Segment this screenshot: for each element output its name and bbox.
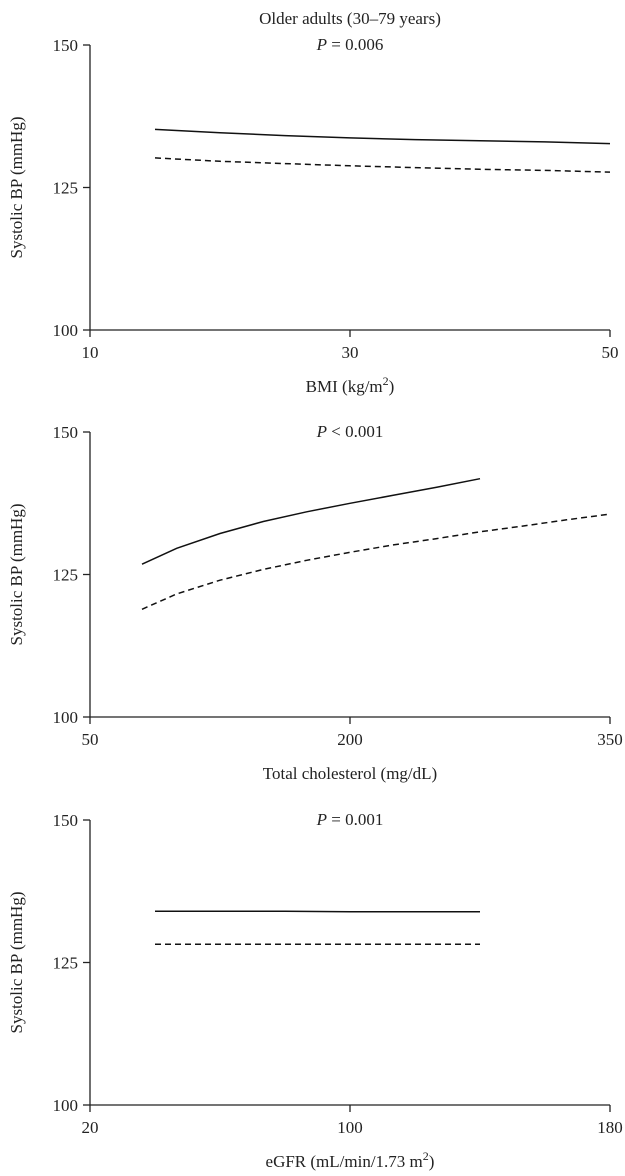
x-axis-label: Total cholesterol (mg/dL) [263, 764, 437, 783]
x-tick-label: 180 [597, 1118, 623, 1137]
chart-panel-2: 100 125 150 50 200 350 P < 0.001 Total choleste… [7, 422, 623, 783]
x-tick-label: 350 [597, 730, 623, 749]
x-tick-label: 50 [602, 343, 619, 362]
y-tick-label: 150 [53, 811, 79, 830]
x-tick-label: 10 [82, 343, 99, 362]
series-line-dashed [141, 513, 611, 610]
p-value-annotation: P = 0.001 [316, 810, 384, 829]
series-line-solid [155, 910, 480, 913]
y-axis-label: Systolic BP (mmHg) [7, 504, 26, 646]
x-tick-label: 20 [82, 1118, 99, 1137]
x-tick-label: 50 [82, 730, 99, 749]
y-tick-label: 100 [53, 1096, 79, 1115]
series-line-solid [141, 477, 481, 565]
chart-title: Older adults (30–79 years) [259, 9, 441, 28]
y-tick-label: 100 [53, 708, 79, 727]
y-tick-label: 125 [53, 566, 79, 585]
y-tick-label: 125 [53, 179, 79, 198]
x-tick-label: 100 [337, 1118, 363, 1137]
y-tick-label: 125 [53, 954, 79, 973]
series-line-solid [154, 128, 611, 145]
y-axis-label: Systolic BP (mmHg) [7, 892, 26, 1034]
x-tick-label: 200 [337, 730, 363, 749]
series-line-dashed [154, 157, 611, 173]
y-tick-label: 150 [53, 423, 79, 442]
x-tick-label: 30 [342, 343, 359, 362]
y-tick-label: 150 [53, 36, 79, 55]
y-axis-label: Systolic BP (mmHg) [7, 117, 26, 259]
chart-panel-1: 100 125 150 10 30 50 Older adults (30–79 years… [7, 9, 619, 396]
y-tick-label: 100 [53, 321, 79, 340]
x-axis-label: eGFR (mL/min/1.73 m2) [266, 1149, 435, 1171]
p-value-annotation: P < 0.001 [316, 422, 384, 441]
x-axis-label: BMI (kg/m2) [306, 374, 395, 396]
p-value-annotation: P = 0.006 [316, 35, 384, 54]
